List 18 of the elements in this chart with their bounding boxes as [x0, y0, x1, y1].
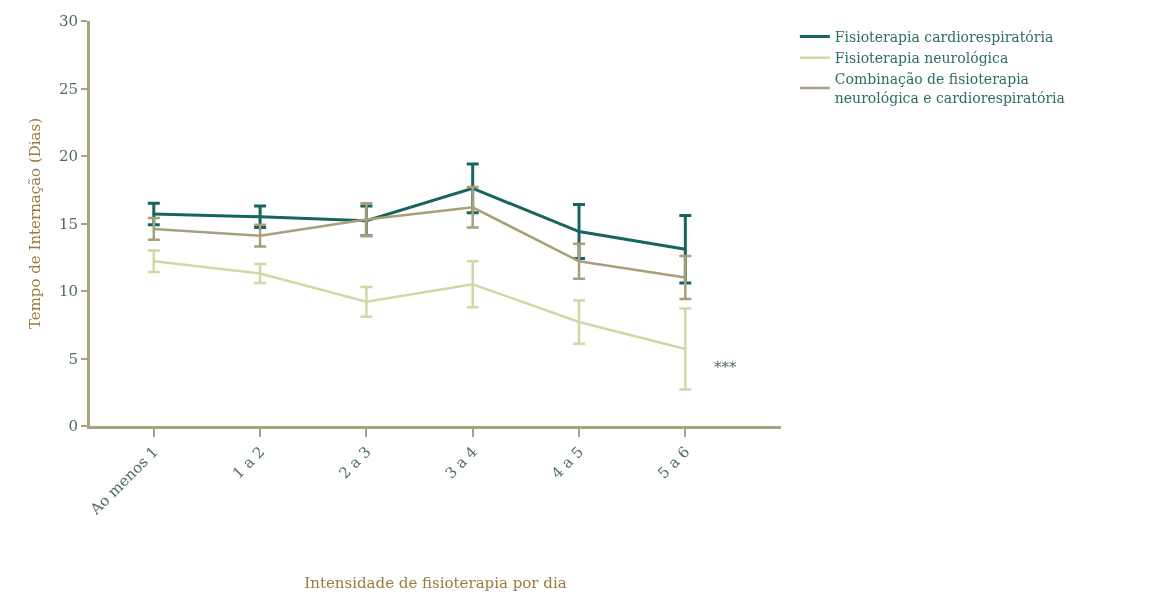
x-tick-label: 2 a 3: [335, 442, 375, 483]
x-tick-label: 1 a 2: [228, 442, 269, 483]
legend-label: Fisioterapia neurológica: [834, 50, 1009, 67]
x-tick-label: 5 a 6: [654, 442, 694, 483]
y-tick-label: 20: [58, 147, 78, 166]
y-axis-title: Tempo de Internação (Dias): [26, 117, 45, 330]
y-tick-label: 10: [58, 282, 78, 301]
y-tick-label: 5: [68, 349, 78, 368]
y-tick-label: 15: [58, 214, 78, 233]
legend-label: Combinação de fisioterapia neurológica e cardiorespiratória: [834, 71, 1065, 106]
y-tick-label: 30: [58, 12, 78, 31]
x-axis-title: Intensidade de fisioterapia por dia: [304, 573, 567, 592]
y-tick-label: 0: [68, 417, 78, 436]
annotation: ***: [714, 358, 737, 376]
y-tick-label: 25: [58, 79, 78, 98]
legend-label: Fisioterapia cardiorespiratória: [834, 29, 1054, 46]
x-tick-label: 3 a 4: [441, 442, 481, 483]
x-tick-label: 4 a 5: [547, 442, 588, 483]
